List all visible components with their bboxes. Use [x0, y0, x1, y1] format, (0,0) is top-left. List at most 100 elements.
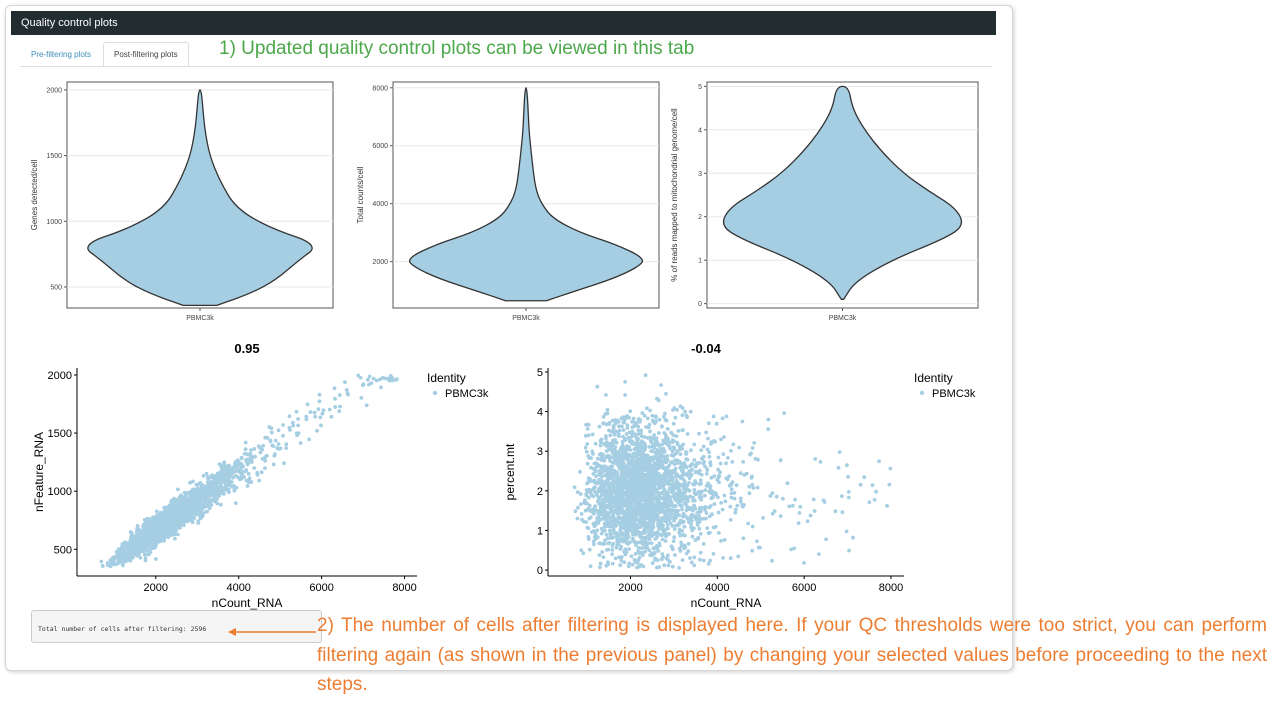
data-point — [684, 465, 689, 470]
data-point — [188, 480, 193, 485]
data-point — [619, 558, 624, 563]
data-point — [345, 391, 350, 396]
tab-post-filtering[interactable]: Post-filtering plots — [103, 42, 189, 67]
data-point — [307, 437, 311, 442]
x-tick-label: PBMC3k — [829, 315, 857, 322]
data-point — [138, 541, 143, 546]
data-point — [321, 408, 326, 413]
data-point — [202, 484, 207, 489]
data-point — [632, 423, 637, 428]
data-point — [219, 481, 224, 485]
data-point — [120, 542, 125, 546]
data-point — [699, 509, 703, 514]
data-point — [592, 511, 596, 516]
legend-title: Identity — [427, 371, 466, 385]
data-point — [128, 542, 133, 546]
data-point — [193, 492, 198, 496]
data-point — [671, 445, 676, 450]
data-point — [144, 552, 149, 556]
data-point — [327, 407, 332, 412]
data-point — [219, 491, 223, 496]
data-point — [618, 533, 622, 538]
data-point — [663, 539, 668, 543]
data-point — [100, 563, 105, 568]
data-point — [751, 486, 756, 490]
data-point — [662, 504, 667, 509]
data-point — [112, 559, 116, 563]
data-point — [648, 517, 652, 522]
data-point — [233, 501, 238, 505]
data-point — [729, 487, 734, 492]
data-point — [593, 490, 598, 494]
data-point — [673, 466, 678, 471]
y-axis-label: percent.mt — [503, 443, 517, 500]
data-point — [685, 499, 690, 504]
data-point — [591, 529, 596, 534]
data-point — [125, 547, 130, 551]
data-point — [179, 510, 183, 514]
data-point — [654, 532, 658, 536]
data-point — [670, 449, 675, 453]
data-point — [600, 550, 605, 554]
data-point — [695, 461, 699, 466]
data-point — [753, 456, 758, 461]
data-point — [603, 473, 607, 478]
data-point — [660, 552, 665, 556]
data-point — [620, 424, 624, 429]
data-point — [246, 471, 251, 476]
data-point — [162, 538, 167, 543]
data-point — [758, 545, 762, 550]
data-point — [714, 421, 719, 426]
data-point — [161, 520, 165, 525]
data-point — [685, 432, 690, 436]
data-point — [394, 377, 399, 382]
data-point — [587, 547, 592, 552]
data-point — [200, 514, 205, 519]
data-point — [635, 565, 639, 570]
data-point — [730, 460, 735, 464]
data-point — [374, 378, 379, 383]
data-point — [741, 536, 746, 541]
data-point — [662, 431, 667, 435]
data-point — [602, 542, 607, 546]
data-point — [284, 446, 288, 450]
data-point — [680, 428, 685, 433]
data-point — [750, 482, 755, 487]
data-point — [269, 430, 274, 435]
data-point — [367, 374, 372, 379]
data-point — [229, 467, 234, 472]
data-point — [706, 531, 711, 536]
data-point — [613, 438, 617, 442]
data-point — [593, 485, 597, 490]
data-point — [198, 514, 202, 519]
data-point — [606, 523, 611, 528]
data-point — [579, 512, 584, 516]
data-point — [711, 414, 716, 419]
data-point — [654, 419, 659, 423]
tab-pre-filtering[interactable]: Pre-filtering plots — [31, 50, 92, 59]
data-point — [215, 471, 220, 476]
data-point — [620, 439, 625, 444]
data-point — [586, 422, 591, 427]
data-point — [641, 449, 646, 453]
data-point — [287, 425, 292, 430]
data-point — [680, 558, 685, 562]
data-point — [671, 433, 676, 437]
data-point — [706, 436, 710, 441]
data-point — [840, 494, 844, 498]
data-point — [358, 375, 363, 380]
data-point — [668, 560, 672, 564]
data-point — [578, 469, 582, 474]
data-point — [136, 535, 141, 540]
data-point — [627, 547, 631, 551]
x-axis-label: nCount_RNA — [691, 596, 762, 610]
data-point — [675, 458, 680, 463]
data-point — [178, 503, 183, 508]
data-point — [733, 507, 738, 512]
annotation-tab-note: 1) Updated quality control plots can be … — [219, 38, 695, 59]
data-point — [709, 491, 713, 495]
data-point — [722, 435, 726, 439]
data-point — [648, 429, 652, 434]
data-point — [642, 414, 647, 418]
data-point — [222, 460, 227, 465]
